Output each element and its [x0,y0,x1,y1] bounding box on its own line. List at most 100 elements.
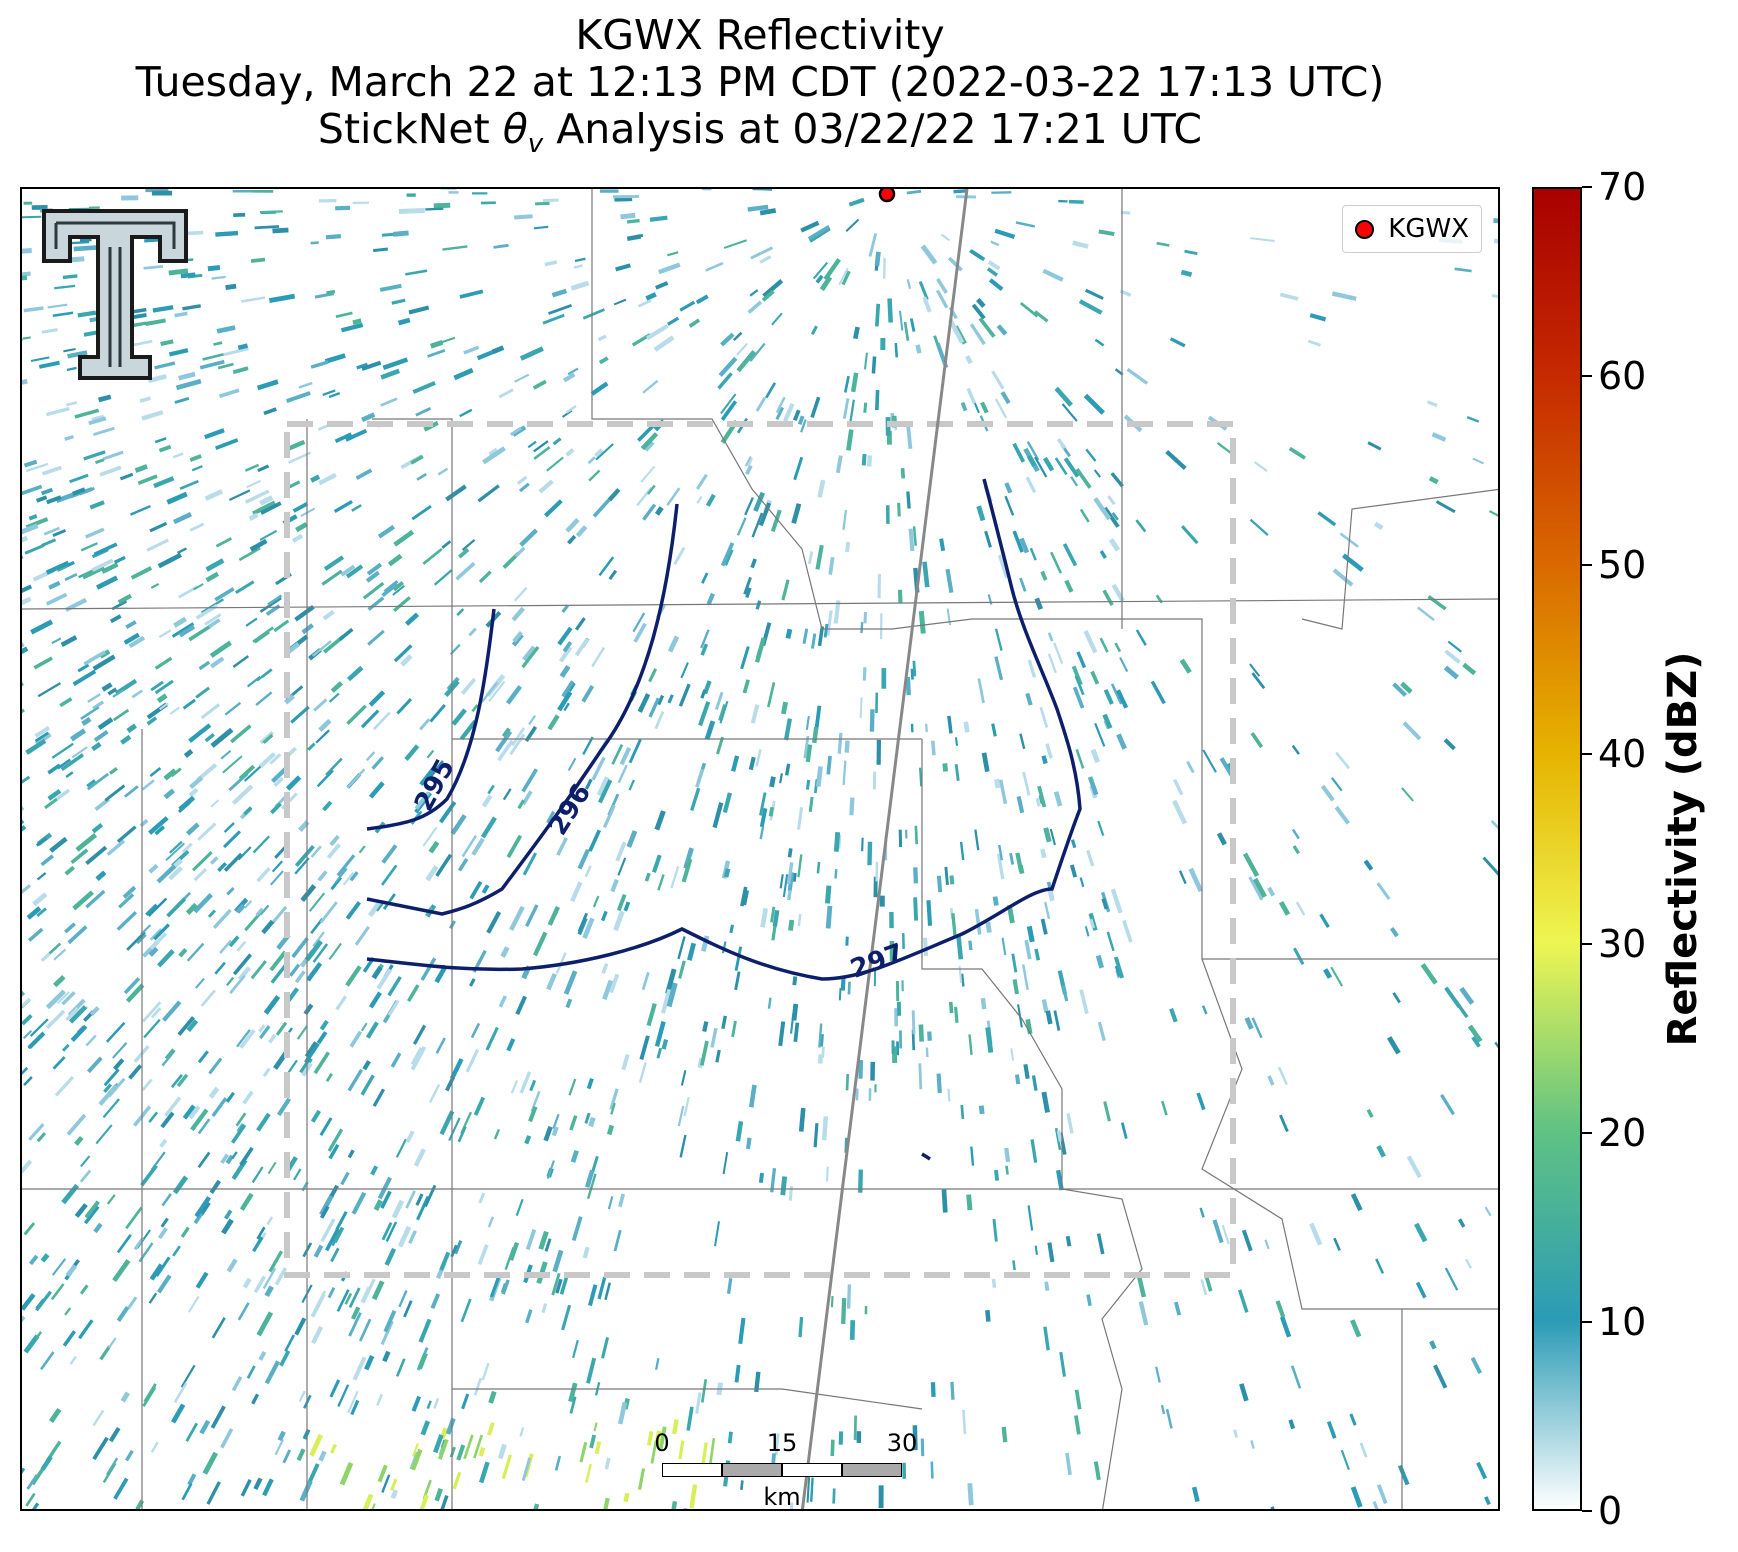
echo-gate [337,1384,350,1407]
echo-gate [589,1434,597,1449]
echo-gate [188,723,212,743]
echo-gate [1401,787,1414,802]
echo-gate [1429,1340,1437,1350]
echo-gate [89,1006,100,1017]
echo-gate [324,353,346,364]
echo-gate [213,341,223,346]
echo-gate [445,484,467,502]
echo-gate [99,1509,107,1511]
echo-gate [1444,1267,1459,1291]
echo-gate [1186,761,1195,774]
echo-gate [1363,859,1374,871]
echo-gate [788,919,795,931]
echo-gate [1216,832,1227,846]
echo-gate [1292,947,1305,965]
echo-gate [779,874,784,889]
echo-gate [788,1502,794,1509]
echo-gate [867,455,873,467]
echo-gate [975,297,986,308]
echo-gate [482,446,506,465]
echo-gate [905,829,908,839]
echo-gate [574,257,586,263]
echo-gate [1499,938,1500,954]
echo-gate [803,735,810,759]
echo-gate [546,456,564,472]
echo-gate [46,495,62,505]
echo-gate [991,370,1005,390]
echo-gate [210,727,234,748]
echo-gate [841,1297,847,1324]
echo-gate [22,275,28,283]
echo-gate [1035,797,1041,807]
echo-gate [946,608,952,626]
echo-gate [1116,689,1129,709]
echo-gate [181,1482,193,1501]
echo-gate [944,866,949,885]
echo-gate [813,1123,819,1148]
echo-gate [79,1169,92,1183]
echo-gate [64,922,76,934]
echo-gate [1367,441,1382,451]
echo-gate [704,720,716,741]
echo-gate [1119,289,1132,297]
echo-gate [1011,953,1018,973]
echo-gate [1068,199,1084,204]
echo-gate [231,1158,248,1180]
title-line-3-prefix: StickNet [317,105,503,153]
echo-gate [582,308,605,320]
echo-gate [1025,476,1037,494]
echo-gate [828,556,835,575]
echo-gate [559,1277,569,1295]
echo-gate [577,848,590,870]
echo-gate [160,339,174,347]
echo-gate [54,1075,75,1097]
echo-gate [317,870,328,882]
echo-gate [666,982,678,1008]
echo-gate [1116,733,1127,750]
echo-gate [997,554,1009,579]
echo-gate [994,778,1001,789]
echo-gate [1083,393,1105,415]
echo-gate [61,1183,80,1205]
echo-gate [370,1165,379,1176]
echo-gate [559,665,571,678]
echo-gate [718,356,738,377]
echo-gate [214,961,226,975]
echo-gate [1414,1222,1428,1243]
echo-gate [1472,457,1485,465]
echo-gate [379,283,402,292]
echo-gate [805,779,811,790]
echo-gate [1040,918,1048,935]
echo-gate [78,1319,94,1340]
echo-gate [1366,1108,1374,1118]
echo-gate [844,740,850,753]
echo-gate [874,251,881,266]
echo-gate [584,778,593,790]
echo-gate [501,1454,512,1480]
echo-gate [471,837,485,856]
echo-gate [1204,1275,1213,1292]
echo-gate [22,1293,36,1311]
echo-gate [244,463,260,472]
echo-gate [330,1443,337,1454]
echo-gate [72,487,86,496]
echo-gate [135,1499,144,1509]
echo-gate [312,943,329,963]
echo-gate [505,685,523,705]
echo-gate [316,1290,327,1307]
echo-gate [565,998,573,1009]
echo-gate [574,637,589,657]
echo-gate [319,1019,329,1031]
echo-gate [522,645,536,662]
echo-gate [830,1295,834,1308]
echo-gate [157,1227,168,1240]
echo-gate [161,1051,175,1067]
echo-gate [123,977,141,995]
echo-gate [606,1124,615,1136]
echo-gate [80,1155,91,1168]
radar-map[interactable]: 295 296 297 KGWX 0 15 30 km [20,187,1500,1511]
echo-gate [442,245,468,251]
echo-gate [956,935,964,960]
echo-gate [40,854,55,867]
echo-gate [978,1105,985,1115]
